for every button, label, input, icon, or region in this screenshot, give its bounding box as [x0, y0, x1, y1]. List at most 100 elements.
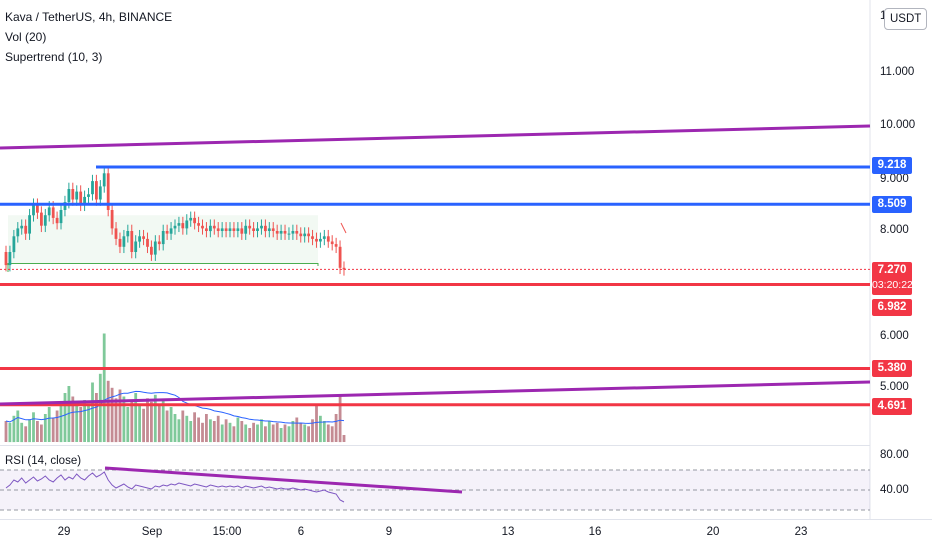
- candle-body: [55, 217, 59, 224]
- time-axis-label: 9: [385, 526, 393, 538]
- candle-body: [264, 225, 267, 232]
- candle-body: [177, 223, 181, 226]
- volume-bar: [114, 398, 118, 443]
- volume-bar: [185, 415, 189, 443]
- volume-bar: [4, 421, 8, 442]
- volume-bar: [330, 426, 334, 443]
- candle-body: [79, 191, 83, 205]
- volume-bar: [256, 424, 259, 442]
- last-price-tag: 7.270 03:20:22: [872, 262, 913, 295]
- volume-bar: [248, 428, 252, 442]
- volume-bar: [98, 373, 102, 443]
- volume-bar: [87, 405, 90, 443]
- volume-bar: [173, 414, 177, 442]
- time-axis-label: Sep: [141, 526, 163, 538]
- volume-bar: [75, 403, 79, 442]
- candle-body: [338, 246, 342, 268]
- volume-bar: [205, 414, 208, 442]
- candle-body: [228, 228, 232, 231]
- volume-bar: [201, 422, 204, 443]
- volume-bar: [161, 400, 165, 442]
- supertrend-legend[interactable]: Supertrend (10, 3): [5, 50, 103, 64]
- time-axis-label: 15:00: [212, 526, 242, 538]
- volume-bar: [157, 405, 161, 443]
- candle-body: [315, 238, 318, 242]
- price-axis-label: 10.000: [880, 119, 916, 131]
- volume-bar: [177, 419, 181, 443]
- rsi-axis-label: 80.00: [880, 449, 909, 461]
- candle-body: [20, 225, 24, 229]
- rsi-line: [5, 471, 345, 503]
- volume-bar: [150, 401, 153, 443]
- volume-bar: [12, 415, 16, 443]
- candles: [4, 166, 346, 276]
- volume-bar: [130, 400, 134, 442]
- drawings[interactable]: [0, 124, 871, 494]
- candle-body: [193, 217, 196, 224]
- volume-legend[interactable]: Vol (20): [5, 30, 47, 44]
- candle-body: [134, 241, 138, 252]
- rsi-legend[interactable]: RSI (14, close): [5, 455, 82, 467]
- candle-body: [330, 241, 334, 245]
- candle-body: [220, 228, 224, 231]
- candle-body: [173, 225, 177, 229]
- price-axis-label: 5.000: [880, 381, 909, 393]
- price-axis-label: 8.000: [880, 224, 909, 236]
- candle-body: [67, 189, 71, 203]
- candle-body: [252, 228, 255, 231]
- volume-bar: [224, 419, 228, 443]
- candle-body: [307, 233, 310, 237]
- volume-bar: [181, 410, 185, 442]
- price-tag-4691: 4.691: [872, 398, 912, 415]
- rsi-axis-label: 40.00: [880, 484, 909, 496]
- candle-body: [181, 223, 185, 229]
- candle-body: [322, 236, 326, 239]
- volume-ma-line: [5, 390, 345, 424]
- candle-body: [185, 220, 189, 229]
- volume-bar: [32, 412, 35, 443]
- candle-body: [59, 210, 63, 224]
- volume-bar: [322, 421, 326, 442]
- grid: [0, 0, 932, 520]
- volume-bar: [216, 415, 220, 443]
- candle-body: [236, 228, 240, 231]
- candle-body: [130, 231, 134, 252]
- time-axis-label: 20: [706, 526, 720, 538]
- candle-body: [279, 231, 283, 234]
- volume-bar: [36, 421, 39, 442]
- candle-body: [334, 244, 338, 247]
- last-price: 7.270: [877, 264, 907, 276]
- volume-bar: [319, 415, 322, 443]
- candle-body: [36, 204, 39, 213]
- volume-bar: [165, 410, 169, 442]
- sell-signal-mark: [340, 222, 347, 234]
- candle-body: [295, 231, 299, 234]
- volume-bar: [311, 419, 314, 443]
- volume-bar: [8, 422, 12, 443]
- volume-bar: [271, 424, 275, 442]
- volume-bar: [91, 382, 94, 442]
- volume-bar: [24, 426, 28, 443]
- volume-bar: [220, 424, 224, 442]
- volume-bar: [110, 387, 114, 443]
- candle-body: [32, 204, 35, 216]
- price-axis-label: 9.000: [880, 173, 909, 185]
- rsi-trendline: [104, 466, 463, 494]
- volume-bar: [267, 421, 271, 442]
- candle-countdown: 03:20:22: [872, 279, 913, 291]
- candle-body: [95, 181, 98, 200]
- volume-bar: [338, 394, 342, 443]
- volume-bar: [228, 422, 232, 443]
- volume-bar: [126, 407, 130, 442]
- volume-bar: [118, 389, 122, 442]
- candle-body: [216, 228, 220, 231]
- candle-body: [256, 228, 259, 231]
- candle-body: [146, 238, 149, 247]
- currency-button[interactable]: USDT: [884, 8, 928, 30]
- candle-body: [4, 252, 8, 266]
- candle-body: [342, 267, 346, 270]
- volume-bar: [63, 393, 67, 442]
- volume-bar: [95, 393, 98, 442]
- symbol-title[interactable]: Kava / TetherUS, 4h, BINANCE: [5, 10, 173, 24]
